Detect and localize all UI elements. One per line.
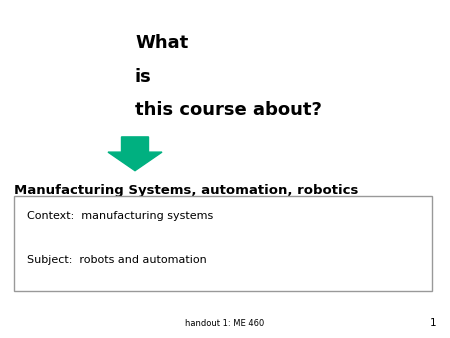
Text: Context:  manufacturing systems: Context: manufacturing systems	[27, 211, 213, 221]
Polygon shape	[108, 137, 162, 171]
Text: is: is	[135, 68, 152, 86]
Text: Manufacturing Systems, automation, robotics: Manufacturing Systems, automation, robot…	[14, 184, 358, 197]
FancyBboxPatch shape	[14, 196, 432, 291]
Text: Subject:  robots and automation: Subject: robots and automation	[27, 255, 207, 265]
Text: handout 1: ME 460: handout 1: ME 460	[185, 319, 265, 328]
Text: What: What	[135, 34, 188, 52]
Text: this course about?: this course about?	[135, 101, 322, 119]
Text: 1: 1	[430, 318, 436, 328]
